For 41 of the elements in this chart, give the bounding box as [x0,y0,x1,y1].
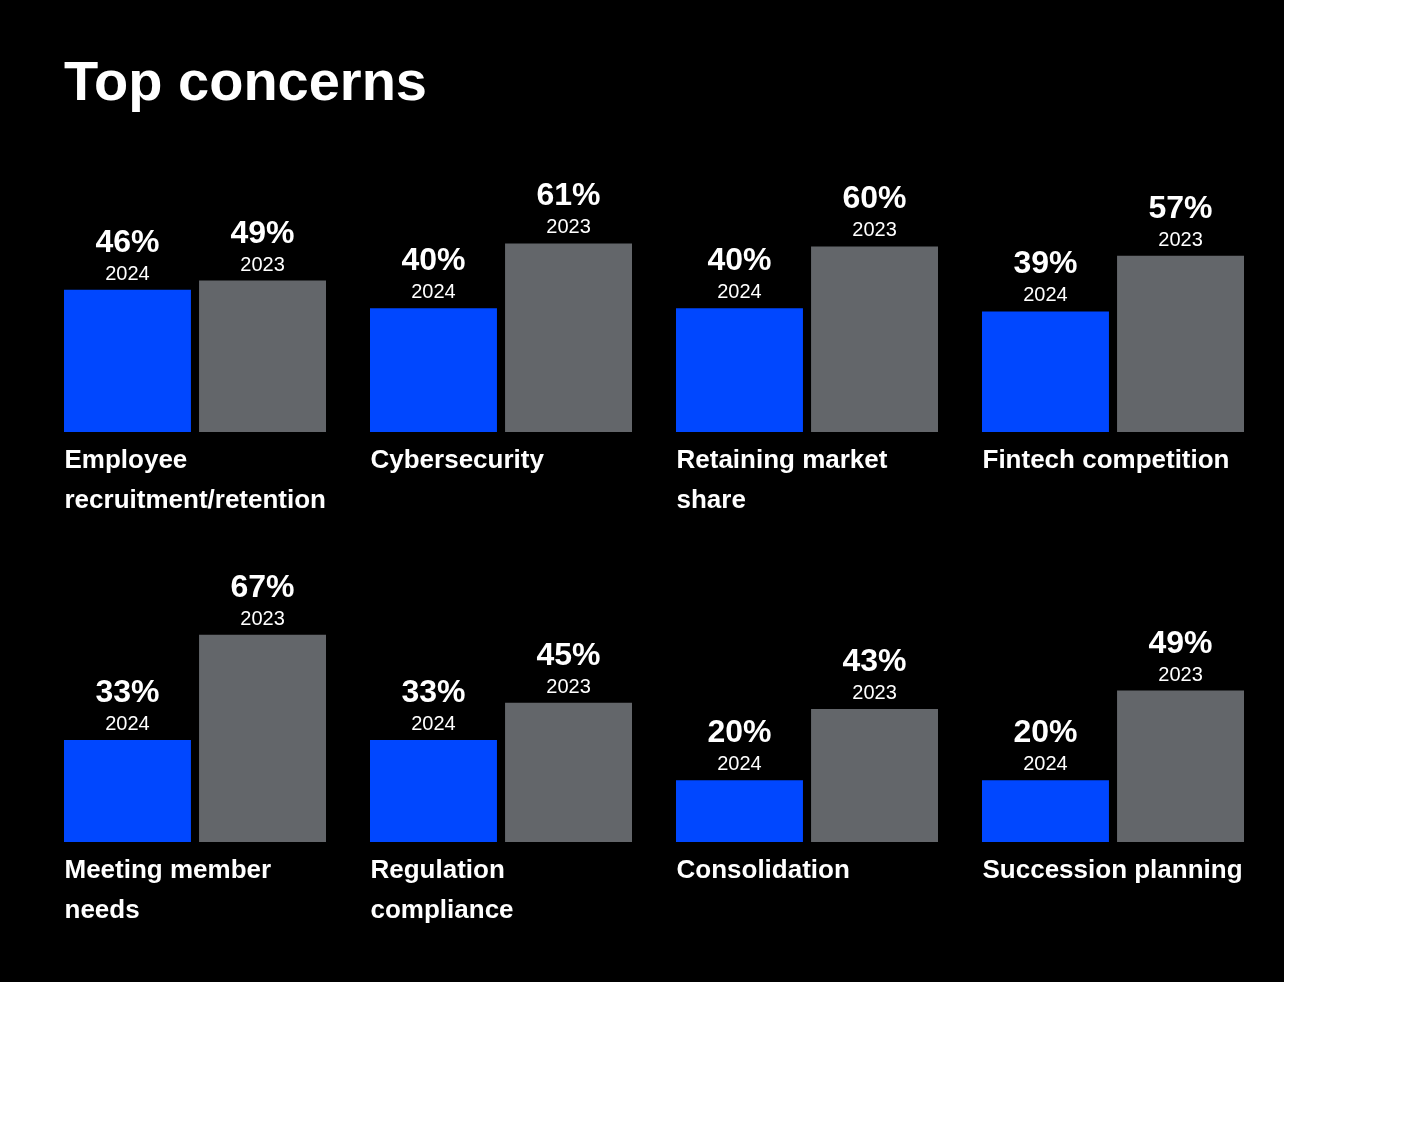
data-label: 20% [1013,713,1078,750]
series-label: 2024 [411,711,456,734]
series-label: 2023 [1158,662,1203,685]
data-label: 40% [401,241,466,278]
series-label: 2024 [1023,752,1068,775]
series-label: 2023 [546,215,591,238]
data-label: 60% [842,179,907,216]
x-axis-title: Fintech competition [982,443,1230,474]
series-label: 2023 [1158,227,1203,250]
data-label: 67% [230,567,295,604]
series-label: 2023 [240,252,285,275]
series-label: 2024 [105,711,150,734]
series-label: 2023 [240,606,285,629]
series-label: 2024 [1023,283,1068,306]
x-axis-title: Employee recruitment/retention [64,443,326,514]
x-axis-title: Succession planning [982,853,1243,884]
data-label: 57% [1148,188,1213,225]
data-label: 20% [707,713,772,750]
series-label: 2023 [852,681,897,704]
chart-title: Top concerns [64,49,428,112]
data-label: 33% [401,672,466,709]
x-axis-title: Consolidation [676,853,850,884]
x-axis-title: Meeting member needs [64,853,272,924]
data-label: 49% [230,213,295,250]
series-label: 2024 [717,280,762,303]
data-label: 46% [95,222,160,259]
series-label: 2023 [546,674,591,697]
data-label: 49% [1148,623,1213,660]
data-label: 33% [95,672,160,709]
data-label: 61% [536,176,601,213]
x-axis-title: Cybersecurity [370,443,545,474]
data-label: 43% [842,642,907,679]
series-label: 2023 [852,218,897,241]
series-label: 2024 [717,752,762,775]
x-axis-title: Retaining market share [676,443,888,514]
series-label: 2024 [411,280,456,303]
x-axis-title: Regulation compliance [370,853,514,924]
data-label: 39% [1013,244,1078,281]
data-label: 40% [707,241,772,278]
data-label: 45% [536,635,601,672]
series-label: 2024 [105,261,150,284]
